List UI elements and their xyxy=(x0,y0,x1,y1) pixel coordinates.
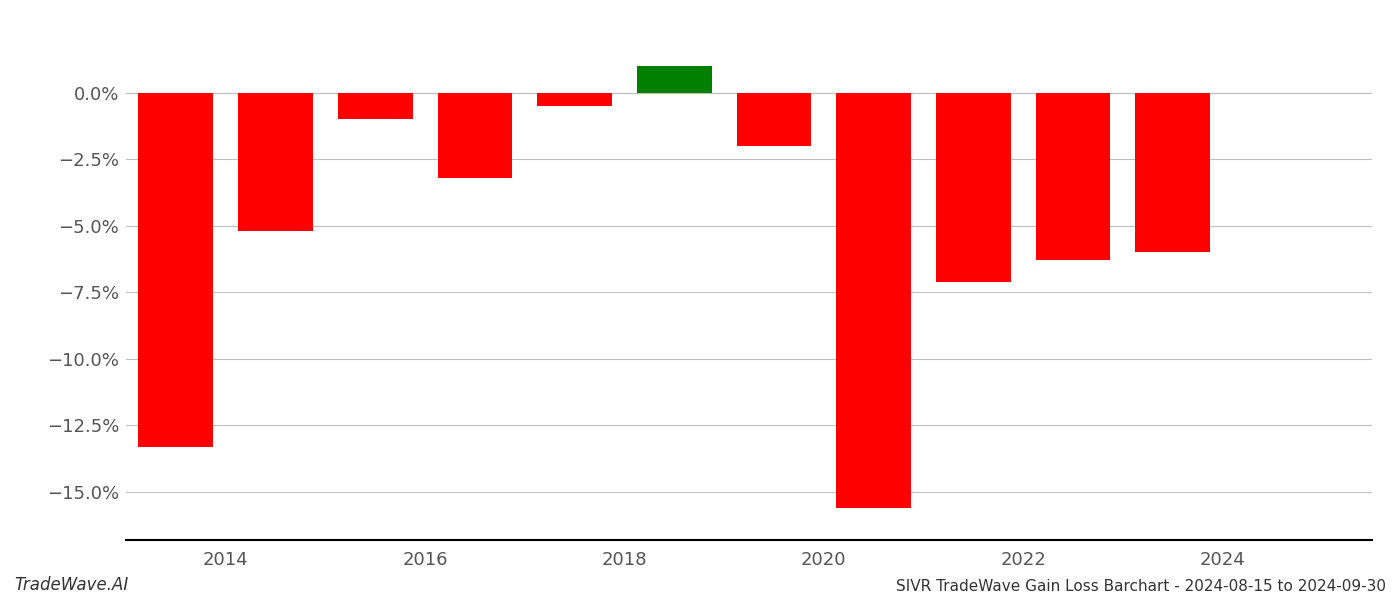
Bar xyxy=(736,92,812,146)
Bar xyxy=(337,92,413,119)
Bar xyxy=(1135,92,1210,253)
Bar xyxy=(937,92,1011,281)
Bar xyxy=(438,92,512,178)
Bar xyxy=(538,92,612,106)
Bar xyxy=(238,92,314,231)
Bar xyxy=(637,66,711,92)
Bar xyxy=(836,92,911,508)
Bar xyxy=(139,92,213,447)
Text: SIVR TradeWave Gain Loss Barchart - 2024-08-15 to 2024-09-30: SIVR TradeWave Gain Loss Barchart - 2024… xyxy=(896,579,1386,594)
Text: TradeWave.AI: TradeWave.AI xyxy=(14,576,129,594)
Bar xyxy=(1036,92,1110,260)
